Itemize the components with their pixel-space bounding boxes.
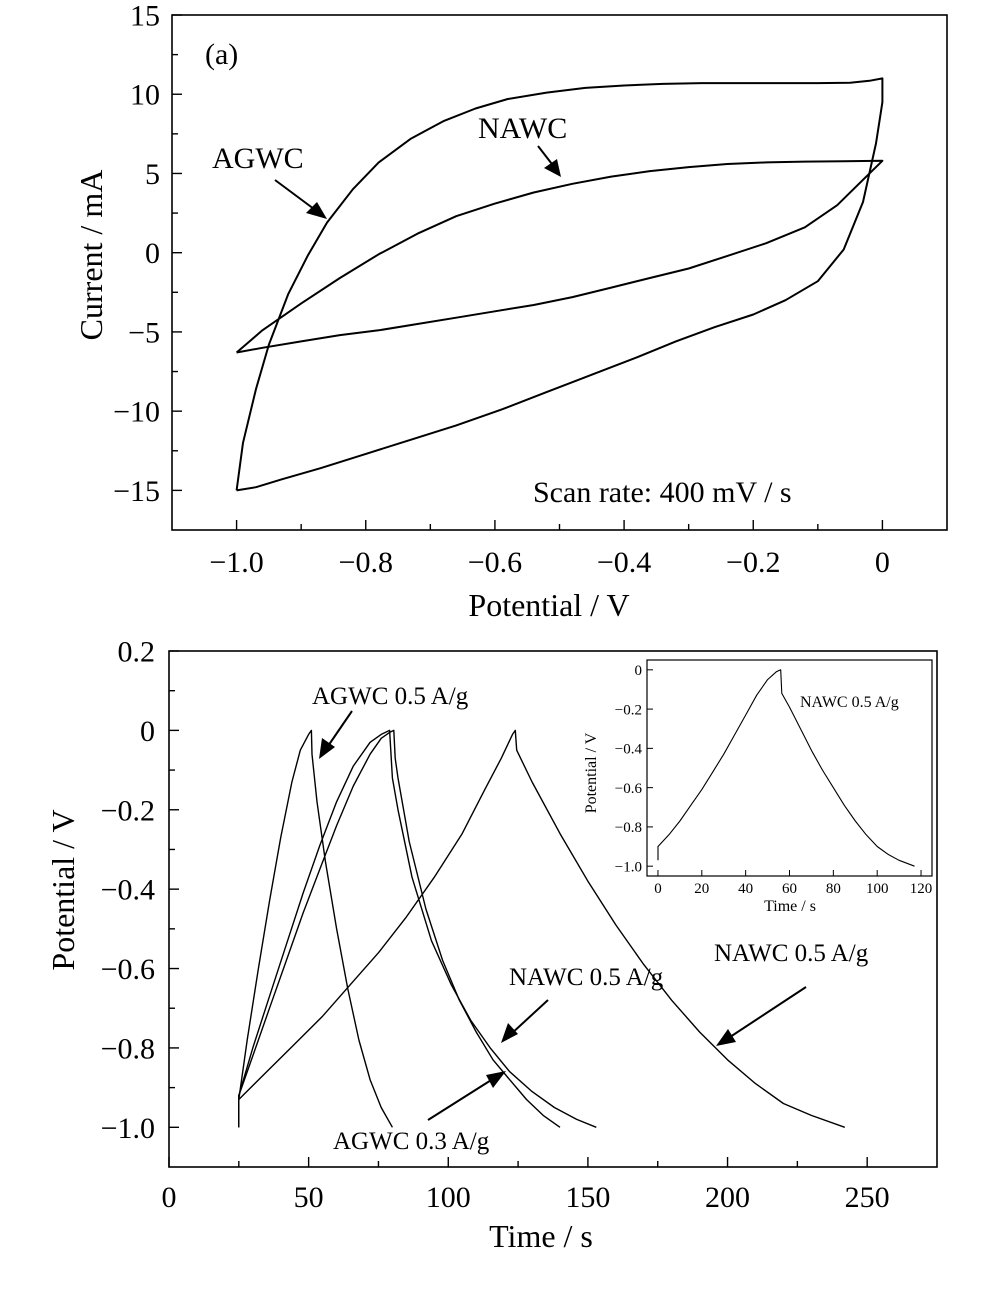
y-tick-label: −10 (113, 396, 160, 429)
panel-a-frame (171, 14, 948, 531)
label-nawc-05-a: NAWC 0.5 A/g (509, 964, 664, 991)
series-line-2 (238, 729, 561, 1128)
x-tick-label: 50 (294, 1181, 324, 1214)
inset-frame (646, 659, 933, 877)
y-tick-label: −15 (113, 475, 160, 508)
x-tick-label: −0.6 (468, 546, 522, 579)
x-tick-label: 60 (782, 881, 797, 897)
y-tick-label: −0.6 (615, 781, 643, 797)
y-tick-label: −0.4 (101, 874, 155, 907)
series-line-1 (238, 729, 394, 1128)
arrow-nawc-05-a (501, 999, 549, 1043)
y-tick-label: 10 (130, 79, 160, 112)
y-tick-label: −0.8 (615, 820, 642, 836)
y-tick-label: −0.8 (101, 1032, 155, 1065)
inset-curves (657, 669, 915, 867)
inset-ticks: 0 20 40 60 80 100 120 0 −0.2 −0.4 −0.6 −0.8 −1.0 (615, 663, 933, 897)
panel-a-ticks: −1.0 −0.8 −0.6 −0.4 −0.2 0 −15 −10 −5 0 5 10 15 (113, 0, 890, 579)
arrow-agwc-03 (427, 1071, 506, 1121)
y-tick-label: −0.2 (101, 794, 155, 827)
x-tick-label: −0.2 (726, 546, 780, 579)
x-tick-label: 0 (875, 546, 890, 579)
x-tick-label: 250 (845, 1181, 890, 1214)
panel-a-label: (a) (205, 38, 238, 71)
label-agwc-05: AGWC 0.5 A/g (312, 683, 469, 710)
arrow-nawc-05-b (716, 986, 807, 1046)
panel-b-gcd: 0 50 100 150 200 2500.20−0.2−0.4−0.6−0.8−1.0 … (45, 636, 938, 1254)
x-tick-label: 80 (826, 881, 841, 897)
x-tick-label: 100 (426, 1181, 471, 1214)
arrow-agwc-05 (319, 710, 353, 759)
label-agwc-03: AGWC 0.3 A/g (333, 1128, 490, 1155)
y-tick-label: 5 (145, 158, 160, 191)
panel-a-xlabel: Potential / V (468, 587, 629, 623)
y-tick-label: −5 (128, 316, 160, 349)
inset-ylabel: Potential / V (583, 732, 600, 813)
x-tick-label: 0 (162, 1181, 177, 1214)
y-tick-label: 0.2 (118, 636, 156, 669)
label-nawc-05-b: NAWC 0.5 A/g (714, 940, 869, 967)
panel-a-ylabel: Current / mA (73, 170, 109, 341)
series-line-1 (235, 77, 884, 492)
inset-xlabel: Time / s (764, 898, 816, 915)
inset-chart: 0 20 40 60 80 100 120 0 −0.2 −0.4 −0.6 −0.8 −1.0 NAW… (583, 659, 933, 915)
y-tick-label: −0.4 (615, 742, 643, 758)
x-tick-label: −0.8 (339, 546, 393, 579)
series-line-1 (657, 669, 915, 867)
y-tick-label: −0.2 (615, 702, 642, 718)
x-tick-label: 40 (738, 881, 753, 897)
panel-a-annotation: Scan rate: 400 mV / s (533, 476, 792, 509)
x-tick-label: 150 (565, 1181, 610, 1214)
x-tick-label: 120 (910, 881, 933, 897)
series-line-4 (238, 729, 846, 1128)
inset-series-label: NAWC 0.5 A/g (800, 694, 899, 711)
y-tick-label: −1.0 (101, 1112, 155, 1145)
x-tick-label: 0 (654, 881, 662, 897)
panel-b-frame (168, 650, 938, 1168)
x-tick-label: −1.0 (209, 546, 263, 579)
y-tick-label: 0 (145, 237, 160, 270)
y-tick-label: −0.6 (101, 953, 155, 986)
y-tick-label: −1.0 (615, 859, 642, 875)
x-tick-label: 100 (866, 881, 889, 897)
panel-a-curves (235, 77, 884, 492)
x-tick-label: 200 (705, 1181, 750, 1214)
x-tick-label: −0.4 (597, 546, 651, 579)
series-label-agwc: AGWC (212, 142, 304, 175)
y-tick-label: 0 (635, 663, 643, 679)
arrow-agwc (274, 179, 327, 219)
series-line-3 (238, 729, 597, 1128)
arrow-nawc (537, 145, 561, 177)
series-line-2 (235, 159, 884, 354)
y-tick-label: 15 (130, 0, 160, 33)
panel-b-xlabel: Time / s (489, 1218, 593, 1254)
series-label-nawc: NAWC (478, 112, 567, 145)
y-tick-label: 0 (140, 715, 155, 748)
panel-b-ylabel: Potential / V (45, 809, 81, 970)
x-tick-label: 20 (694, 881, 709, 897)
panel-b-curves (238, 729, 846, 1128)
